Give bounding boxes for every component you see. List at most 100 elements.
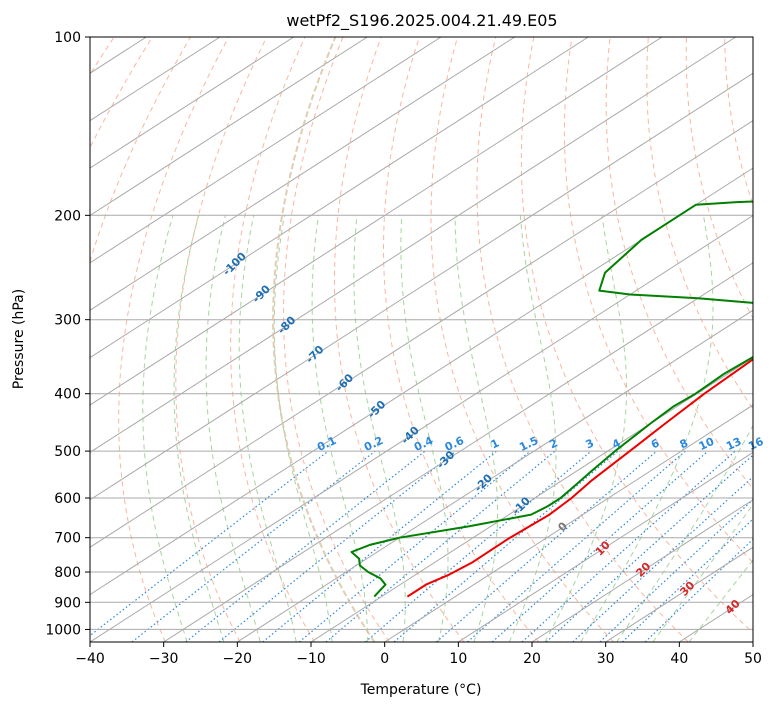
dry-adiabat: [646, 37, 753, 410]
dry-adiabat: [476, 37, 689, 642]
mixing-ratio-line: [572, 476, 753, 642]
dewpoint-profile: [350, 200, 753, 598]
dry-adiabat: [605, 37, 753, 490]
isotherm-line: [90, 120, 753, 548]
background-lines: [90, 37, 775, 642]
isotherm-line: [90, 72, 753, 501]
moist-adiabat: [142, 215, 188, 642]
isotherm-line: [531, 499, 753, 642]
x-tick-label: 50: [744, 651, 762, 667]
x-tick-label: −10: [296, 651, 326, 667]
y-axis-label: Pressure (hPa): [11, 289, 27, 389]
isotherm-line: [458, 451, 753, 642]
mixing-ratio-line: [364, 450, 592, 642]
mixing-ratio-line: [298, 450, 531, 642]
isotherm-label: 0: [555, 519, 570, 534]
mixing-ratio-line: [467, 450, 686, 642]
mixing-ratio-label: 2: [547, 436, 559, 451]
dry-adiabat: [763, 37, 775, 642]
temperature-profile: [406, 358, 753, 598]
isotherm-line: [90, 37, 663, 406]
y-tick-label: 700: [54, 531, 81, 547]
mixing-ratio-label: 3: [584, 436, 596, 451]
mixing-ratio-line: [185, 450, 426, 642]
x-axis-ticks: −40 −30 −20 −10 0 10 20 30 40 50: [75, 642, 762, 667]
mixing-ratio-line: [90, 450, 329, 637]
moist-adiabat: [238, 215, 297, 642]
dry-adiabat: [382, 37, 540, 642]
moist-adiabat: [173, 215, 225, 642]
y-tick-label: 200: [54, 208, 81, 224]
mixing-ratio-line: [521, 450, 736, 642]
isotherm-label: -50: [365, 398, 388, 421]
x-tick-label: −40: [75, 651, 105, 667]
x-tick-label: 40: [670, 651, 688, 667]
moist-adiabat: [652, 503, 753, 642]
dry-adiabat: [90, 37, 153, 149]
isotherm-label: 40: [723, 597, 743, 617]
x-tick-label: 20: [523, 651, 541, 667]
isotherm-label: -20: [472, 471, 495, 494]
isotherm-line: [679, 593, 753, 642]
dry-adiabat: [282, 37, 390, 642]
mixing-ratio-line: [218, 450, 457, 642]
mixing-ratio-line: [599, 498, 753, 642]
mixing-ratio-label: 1: [489, 436, 501, 451]
moist-adiabat: [508, 215, 557, 642]
isotherm-line: [163, 262, 753, 642]
dry-adiabat: [563, 37, 753, 564]
isotherm-label: 20: [633, 559, 653, 579]
moist-adiabat: [580, 215, 714, 642]
isotherm-label: -60: [333, 371, 356, 394]
y-tick-label: 800: [54, 565, 81, 581]
reference-curve: [272, 37, 376, 642]
isotherm-line: [90, 37, 589, 359]
dry-adiabat: [333, 37, 465, 642]
isotherm-line: [384, 404, 753, 642]
isotherm-line: [90, 37, 221, 122]
x-tick-label: 30: [597, 651, 615, 667]
isotherm-line: [90, 167, 753, 596]
isotherm-line: [90, 37, 515, 311]
isotherm-line: [237, 309, 753, 642]
moist-adiabat: [544, 215, 628, 642]
isotherm-line: [310, 357, 753, 642]
isotherm-line: [90, 37, 368, 217]
dry-adiabat: [175, 37, 268, 642]
mixing-ratio-line: [545, 454, 753, 642]
isotherm-line: [90, 37, 736, 454]
y-tick-label: 100: [54, 30, 81, 46]
dry-adiabat: [118, 37, 230, 642]
x-tick-label: 10: [449, 651, 467, 667]
isotherm-label: -100: [220, 249, 249, 278]
mixing-ratio-label: 13: [724, 435, 743, 453]
y-axis-ticks: 1000 900 800 700 600 500 400 300 200 100: [45, 30, 90, 638]
y-tick-label: 600: [54, 491, 81, 507]
dry-adiabat: [724, 37, 753, 207]
mixing-ratio-line: [436, 450, 658, 642]
dry-adiabat: [520, 37, 753, 634]
isotherm-label: -90: [250, 282, 273, 305]
mixing-ratio-label: 8: [678, 436, 690, 451]
mixing-ratio-line: [621, 518, 753, 642]
mixing-ratio-label: 16: [746, 435, 766, 453]
dry-adiabat: [430, 37, 614, 642]
x-axis-label: Temperature (°C): [360, 682, 482, 698]
plot-frame: [89, 36, 754, 643]
dry-adiabat: [90, 37, 191, 642]
dry-adiabat: [685, 37, 753, 320]
x-tick-label: 0: [380, 651, 389, 667]
moist-adiabat: [688, 559, 753, 642]
mixing-ratio-line: [325, 450, 556, 642]
isotherm-line: [752, 641, 753, 642]
x-tick-label: −30: [149, 651, 179, 667]
isotherm-line: [90, 37, 294, 169]
x-tick-label: −20: [223, 651, 253, 667]
y-tick-label: 1000: [45, 622, 81, 638]
chart-title: wetPf2_S196.2025.004.21.49.E05: [286, 11, 557, 31]
sounding-profiles: [350, 200, 753, 598]
y-tick-label: 500: [54, 444, 81, 460]
moist-adiabat: [311, 215, 369, 642]
mixing-ratio-label: 10: [697, 435, 717, 453]
